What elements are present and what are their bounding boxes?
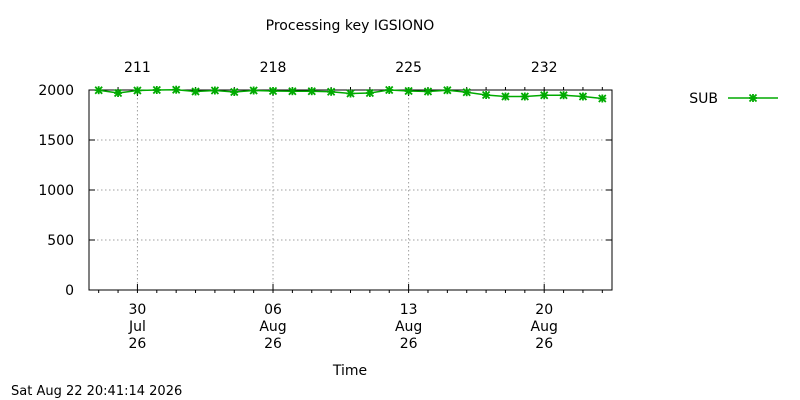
x-tick-label: 06 [264, 302, 282, 318]
data-point [113, 88, 123, 98]
data-point [501, 92, 510, 101]
footer-timestamp: Sat Aug 22 20:41:14 2026 [11, 384, 182, 399]
y-tick-label: 1000 [38, 183, 74, 199]
x-tick-label: 26 [129, 336, 147, 352]
x2-tick-label: 211 [124, 60, 151, 76]
axes: 050010001500200030Jul2606Aug2613Aug2620A… [38, 60, 612, 352]
legend-label: SUB [689, 91, 718, 107]
data-point [210, 86, 220, 95]
data-point [462, 88, 471, 97]
data-point [365, 88, 375, 98]
y-tick-label: 0 [65, 283, 74, 299]
data-point [307, 87, 316, 96]
legend: SUB [689, 91, 778, 107]
data-point [385, 85, 394, 95]
x-tick-label: 26 [264, 336, 282, 352]
data-point [152, 85, 161, 95]
data-point [443, 86, 452, 95]
data-point [404, 86, 413, 96]
x-tick-label: 20 [535, 302, 553, 318]
chart-title: Processing key IGSIONO [266, 18, 435, 34]
x-axis-label: Time [332, 363, 367, 379]
y-tick-label: 1500 [38, 133, 74, 149]
gridlines [89, 90, 612, 290]
data-point [481, 90, 491, 100]
x-tick-label: Aug [259, 319, 286, 335]
data-point [94, 86, 103, 95]
x-tick-label: 30 [129, 302, 147, 318]
x-tick-label: 26 [400, 336, 418, 352]
series-layer [94, 85, 607, 103]
data-point [172, 85, 181, 94]
data-point [268, 86, 278, 96]
data-point [346, 89, 355, 98]
data-point [249, 86, 258, 95]
data-point [288, 87, 297, 96]
x2-tick-label: 232 [531, 60, 558, 76]
x-tick-label: Jul [128, 319, 146, 335]
data-point [540, 91, 549, 100]
y-tick-label: 2000 [38, 83, 74, 99]
legend-marker [748, 93, 758, 103]
data-point [598, 94, 607, 103]
data-point [326, 87, 336, 96]
data-point [191, 87, 200, 96]
data-point [578, 92, 588, 101]
data-point [520, 92, 529, 101]
x-tick-label: 26 [535, 336, 553, 352]
data-point [133, 86, 142, 95]
data-point [230, 87, 239, 97]
x-tick-label: 13 [400, 302, 418, 318]
x2-tick-label: 225 [395, 60, 422, 76]
x-tick-label: Aug [395, 319, 422, 335]
y-tick-label: 500 [47, 233, 74, 249]
data-point [423, 87, 433, 96]
x2-tick-label: 218 [260, 60, 287, 76]
x-tick-label: Aug [531, 319, 558, 335]
data-point [559, 91, 568, 100]
